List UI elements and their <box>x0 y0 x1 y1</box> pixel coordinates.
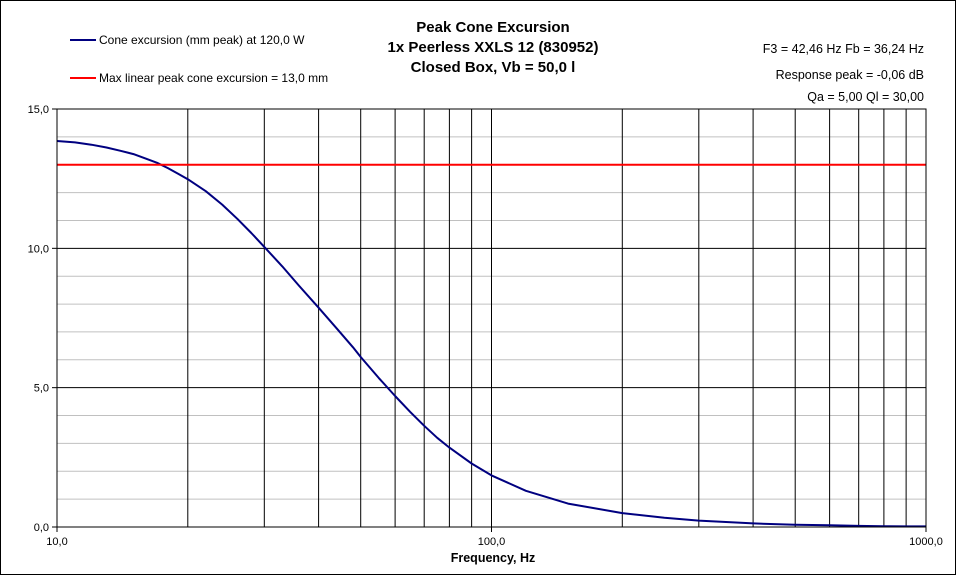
chart-title-line-2: 1x Peerless XXLS 12 (830952) <box>388 39 599 56</box>
series-layer <box>56 140 926 528</box>
texts: Peak Cone Excursion 1x Peerless XXLS 12 … <box>70 19 924 565</box>
x-axis-label: Frequency, Hz <box>451 551 536 565</box>
y-tick-label: 0,0 <box>34 522 49 534</box>
legend-label-max-linear: Max linear peak cone excursion = 13,0 mm <box>99 71 328 85</box>
axes: 0,0 5,0 10,0 15,0 10,0 100,0 1000,0 <box>28 104 943 548</box>
y-tick-label: 10,0 <box>28 243 49 255</box>
series-line-cone-excursion <box>56 140 926 528</box>
x-tick-label: 100,0 <box>478 536 506 548</box>
legend-label-excursion: Cone excursion (mm peak) at 120,0 W <box>99 33 305 47</box>
x-tick-label: 1000,0 <box>909 536 943 548</box>
x-tick-label: 10,0 <box>46 536 67 548</box>
annotation-response-peak: Response peak = -0,06 dB <box>776 68 924 82</box>
y-tick-label: 5,0 <box>34 383 49 395</box>
y-tick-label: 15,0 <box>28 104 49 116</box>
chart-title-line-1: Peak Cone Excursion <box>416 19 569 36</box>
annotation-qa-ql: Qa = 5,00 Ql = 30,00 <box>807 90 924 104</box>
annotation-f3-fb: F3 = 42,46 Hz Fb = 36,24 Hz <box>763 42 924 56</box>
chart-title-line-3: Closed Box, Vb = 50,0 l <box>411 59 576 76</box>
grid <box>56 108 927 528</box>
